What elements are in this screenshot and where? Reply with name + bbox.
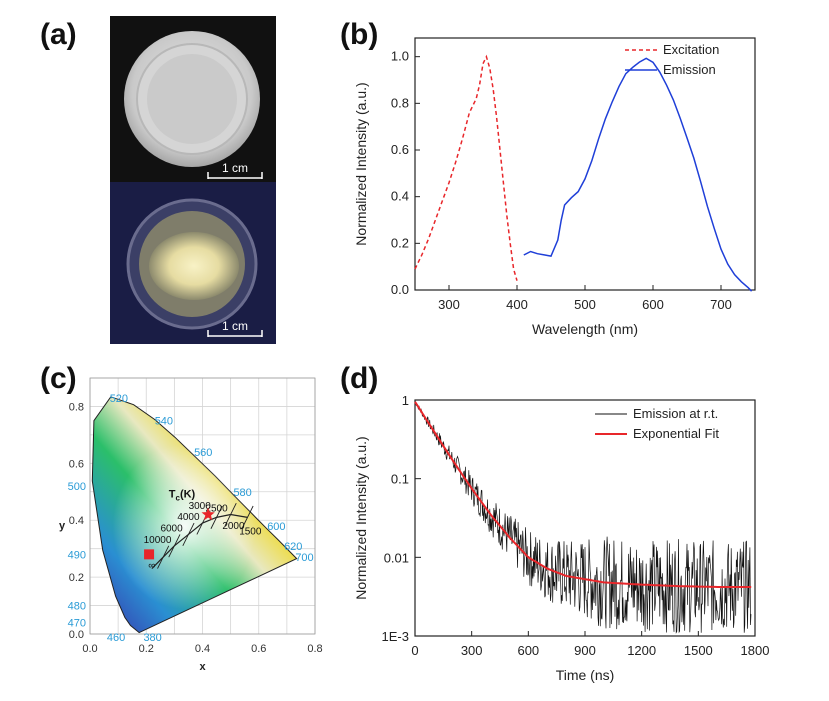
x-tick-label: 0.8 [307, 643, 322, 655]
daylight-photo: 1 cm [110, 16, 276, 182]
y-tick-label: 0.8 [69, 401, 84, 413]
isotherm-tick [182, 522, 195, 547]
x-tick-label: 300 [461, 643, 483, 658]
x-tick-label: 600 [517, 643, 539, 658]
wavelength-label: 490 [68, 549, 86, 561]
isotherm-tick [241, 505, 254, 529]
wavelength-label: 560 [194, 447, 212, 459]
planck-title-sub: c [175, 493, 180, 502]
x-tick-label: 0.4 [195, 643, 210, 655]
x-tick-label: 900 [574, 643, 596, 658]
y-tick-label: 0.0 [391, 282, 409, 297]
y-tick-label: 0.01 [384, 550, 409, 565]
cie-frame [89, 377, 316, 635]
x-tick-label: 0.6 [251, 643, 266, 655]
x-tick-label: 1800 [741, 643, 770, 658]
wavelength-label: 600 [267, 521, 285, 533]
planck-title-unit: (K) [180, 488, 196, 500]
y-tick-label: 0.4 [391, 189, 409, 204]
y-tick-label: 0.6 [69, 458, 84, 470]
x-axis-label: Wavelength (nm) [532, 321, 638, 337]
isotherm-tick [168, 534, 181, 558]
y-tick-label: 1.0 [391, 49, 409, 64]
y-axis-label: Normalized Intensity (a.u.) [353, 82, 369, 245]
y-tick-label: 0.2 [69, 572, 84, 584]
scale-label-bottom: 1 cm [222, 319, 248, 333]
isotherm-tick [224, 502, 237, 527]
cct-label: 2000 [222, 521, 245, 532]
wavelength-label: 700 [295, 552, 313, 564]
wavelength-label: 520 [110, 393, 128, 405]
isotherm-tick [210, 505, 223, 529]
x-tick-label: 600 [642, 297, 664, 312]
x-tick-label: 500 [574, 297, 596, 312]
cct-label: 2500 [205, 504, 228, 515]
cct-label: 6000 [160, 524, 183, 535]
panel-b-label: (b) [340, 18, 379, 51]
series-line-excitation [414, 54, 518, 281]
y-tick-label: 0.8 [391, 95, 409, 110]
x-tick-label: 400 [506, 297, 528, 312]
y-tick-label: 0.0 [69, 629, 84, 641]
sample-photographs: 1 cm 1 cm [110, 16, 276, 344]
spectra-chart: 300 400 500 600 700 0.0 0.2 0.4 0.6 0.8 1.0 Wavelen… [353, 37, 756, 337]
wavelength-label: 620 [284, 541, 302, 553]
panel-c-label: (c) [40, 362, 77, 395]
x-tick-label: 1200 [627, 643, 656, 658]
x-axis-label: x [199, 661, 206, 673]
y-tick-label: 0.2 [391, 235, 409, 250]
crystals-white [147, 54, 237, 144]
y-tick-label: 0.6 [391, 142, 409, 157]
series-line-emission [523, 57, 753, 292]
legend-label: Emission at r.t. [633, 406, 718, 421]
decay-chart: 0 300 600 900 1200 1500 1800 1 0.1 0.01 1E-3 Time (… [353, 393, 770, 683]
cct-label: 10000 [144, 535, 172, 546]
x-tick-label: 1500 [684, 643, 713, 658]
cie-chart: 0.0 0.2 0.4 0.6 0.8 0.0 0.2 0.4 0.6 0.8 x y 520 540 56… [59, 377, 323, 673]
chromaticity-star-point [201, 507, 215, 521]
chromaticity-square-point [144, 549, 155, 560]
x-axis-label: Time (ns) [556, 667, 615, 683]
wavelength-label: 540 [155, 416, 173, 428]
y-tick-label: 1E-3 [382, 629, 409, 644]
legend-label: Exponential Fit [633, 426, 719, 441]
luminescent-crystals [149, 232, 239, 300]
series-line-fit [414, 401, 752, 588]
wavelength-label: 470 [68, 618, 86, 630]
panel-d-label: (d) [340, 362, 379, 395]
wavelength-label: 500 [68, 481, 86, 493]
cct-label: ∞ [148, 561, 155, 572]
y-axis-label: y [59, 520, 66, 532]
legend-label-excitation: Excitation [663, 42, 719, 57]
legend-label-emission: Emission [663, 62, 716, 77]
white-region [92, 396, 297, 633]
y-axis-label: Normalized Intensity (a.u.) [353, 436, 369, 599]
cct-label: 1500 [239, 526, 262, 537]
x-tick-label: 300 [438, 297, 460, 312]
y-tick-label: 1 [402, 393, 409, 408]
x-tick-label: 0.0 [82, 643, 97, 655]
y-tick-label: 0.4 [69, 515, 84, 527]
y-tick-label: 0.1 [391, 472, 409, 487]
uv-photo: 1 cm [110, 182, 276, 344]
wavelength-label: 460 [107, 632, 125, 644]
panel-a-label: (a) [40, 18, 77, 51]
planckian-locus [151, 513, 248, 569]
planck-title: Tc(K) [169, 488, 196, 502]
scale-label-top: 1 cm [222, 161, 248, 175]
wavelength-label: 480 [68, 601, 86, 613]
x-tick-label: 0.2 [139, 643, 154, 655]
cct-label: 4000 [177, 512, 200, 523]
x-tick-label: 700 [710, 297, 732, 312]
wavelength-label: 580 [233, 487, 251, 499]
isotherm-tick [157, 545, 170, 569]
cct-label: 3000 [189, 501, 212, 512]
x-tick-label: 0 [411, 643, 418, 658]
wavelength-label: 380 [143, 632, 161, 644]
